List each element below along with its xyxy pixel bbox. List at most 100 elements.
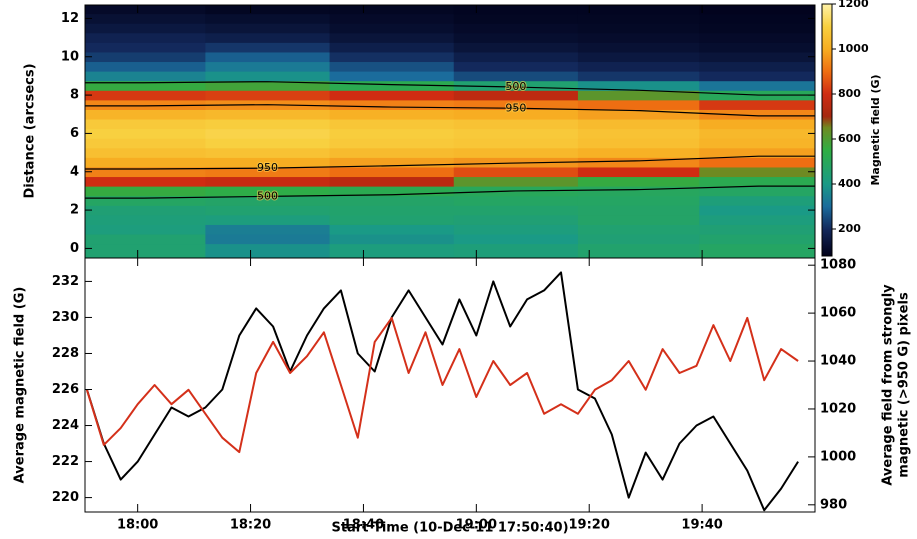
contour-line	[85, 104, 815, 117]
y-tick-label: 226	[52, 382, 79, 397]
x-tick-label: 19:40	[681, 518, 722, 533]
heatmap-cell	[85, 109, 206, 120]
y-tick-label: 0	[70, 241, 79, 256]
heatmap-cell	[205, 166, 331, 178]
heatmap-cell	[699, 51, 815, 63]
contour-line	[85, 81, 815, 96]
y2-tick-label: 1000	[820, 449, 856, 464]
y-axis-label: Distance (arcsecs)	[23, 63, 38, 198]
heatmap-cell	[453, 234, 579, 245]
x-axis-label: Start Time (10-Dec-11 17:50:40)	[331, 521, 568, 536]
heatmap-cell	[205, 176, 331, 187]
heatmap-cell	[577, 205, 700, 216]
heatmap-cell	[85, 186, 206, 197]
heatmap-cell	[329, 176, 455, 187]
heatmap-cell	[699, 32, 815, 43]
heatmap-cell	[699, 61, 815, 72]
heatmap-cell	[453, 243, 579, 258]
x-tick-label: 18:40	[343, 518, 384, 533]
heatmap-cell	[453, 42, 579, 53]
y-tick-label: 4	[70, 164, 79, 179]
heatmap-cell	[329, 157, 455, 168]
heatmap-cell	[699, 195, 815, 206]
heatmap-cell	[577, 61, 700, 72]
heatmap-cell	[85, 13, 206, 24]
heatmap-cell	[329, 128, 455, 139]
y-tick-label: 10	[61, 49, 79, 64]
heatmap-cell	[699, 109, 815, 120]
heatmap-cell	[577, 109, 700, 120]
plot-frame	[84, 257, 816, 513]
heatmap-cell	[453, 71, 579, 82]
heatmap-cell	[699, 224, 815, 235]
heatmap-cell	[453, 214, 579, 225]
heatmap-cell	[699, 176, 815, 187]
y-tick-label: 8	[70, 88, 79, 103]
heatmap-cell	[699, 234, 815, 245]
y-axis-label: Average magnetic field (G)	[13, 287, 28, 484]
heatmap-cell	[205, 205, 331, 216]
heatmap-cell	[577, 195, 700, 206]
heatmap-cell	[329, 138, 455, 149]
x-tick-label: 19:20	[569, 518, 610, 533]
heatmap-cell	[577, 71, 700, 82]
heatmap-cell	[453, 147, 579, 158]
heatmap-cell	[85, 61, 206, 72]
heatmap-cell	[699, 186, 815, 197]
heatmap-cell	[699, 214, 815, 225]
heatmap-cell	[85, 224, 206, 235]
heatmap-cell	[329, 5, 455, 15]
heatmap-cell	[329, 186, 455, 197]
x-tick-label: 19:00	[456, 518, 497, 533]
y-tick-label: 2	[70, 203, 79, 218]
heatmap-cell	[329, 13, 455, 24]
heatmap-cell	[205, 23, 331, 34]
heatmap-cell	[329, 166, 455, 178]
heatmap-cell	[85, 195, 206, 206]
heatmap-cell	[577, 23, 700, 34]
y2-axis-label: Average field from strongly	[881, 284, 896, 486]
heatmap-cell	[85, 23, 206, 34]
heatmap-cell	[453, 13, 579, 24]
heatmap-cell	[85, 234, 206, 245]
colorbar	[821, 3, 833, 257]
data-line	[85, 316, 799, 454]
heatmap-cell	[205, 128, 331, 139]
heatmap-cell	[85, 128, 206, 139]
colorbar-tick-label: 200	[838, 222, 861, 235]
heatmap-cell	[699, 13, 815, 24]
heatmap-cell	[577, 128, 700, 139]
heatmap-cell	[205, 186, 331, 197]
contour-label: 950	[505, 101, 526, 114]
y-tick-label: 222	[52, 454, 79, 469]
contour-label: 500	[505, 80, 526, 93]
heatmap-cell	[329, 109, 455, 120]
heatmap-cell	[453, 119, 579, 130]
colorbar-tick-label: 800	[838, 87, 861, 100]
heatmap-cell	[85, 99, 206, 110]
heatmap-cell	[85, 71, 206, 82]
heatmap-cell	[453, 80, 579, 91]
heatmap-cell	[453, 166, 579, 178]
heatmap-cell	[205, 13, 331, 24]
heatmap-cell	[205, 61, 331, 72]
y-tick-label: 224	[52, 418, 79, 433]
heatmap-cell	[453, 32, 579, 43]
heatmap-cell	[329, 224, 455, 235]
heatmap-cell	[577, 5, 700, 15]
heatmap-cell	[205, 234, 331, 245]
heatmap-cell	[699, 166, 815, 178]
heatmap-cell	[85, 147, 206, 158]
heatmap-cell	[85, 176, 206, 187]
heatmap-cell	[329, 42, 455, 53]
heatmap-cell	[577, 119, 700, 130]
heatmap-cell	[577, 80, 700, 91]
heatmap-cell	[205, 5, 331, 15]
heatmap-cell	[577, 243, 700, 258]
heatmap-cell	[329, 234, 455, 245]
heatmap-cell	[577, 42, 700, 53]
heatmap-cell	[577, 13, 700, 24]
heatmap-cell	[329, 147, 455, 158]
heatmap-cell	[85, 119, 206, 130]
